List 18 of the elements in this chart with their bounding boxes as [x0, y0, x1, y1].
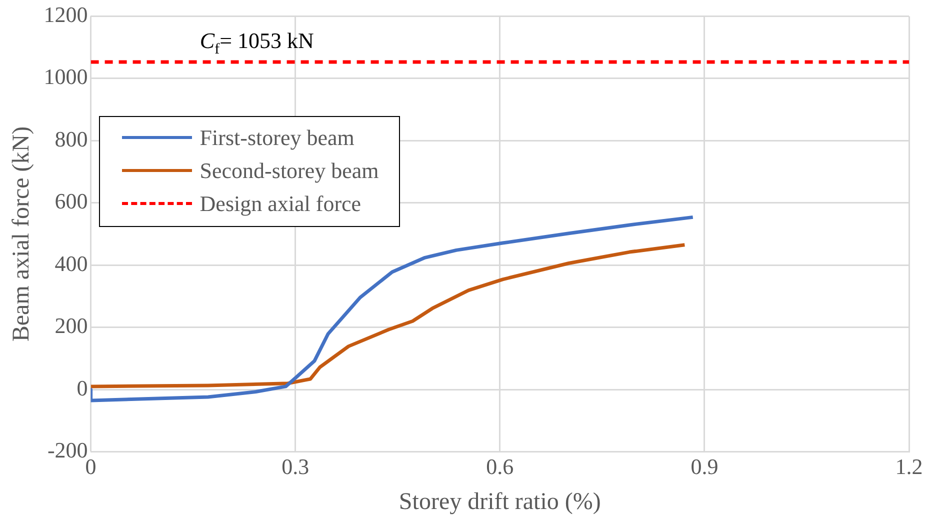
y-tick-label: 0 [76, 375, 88, 400]
y-tick-label: -200 [47, 438, 88, 463]
y-tick-label: 1200 [44, 2, 88, 27]
y-axis-title: Beam axial force (kN) [8, 126, 35, 342]
y-tick-label: 600 [54, 188, 88, 214]
x-axis-title: Storey drift ratio (%) [398, 488, 601, 515]
legend-label: First-storey beam [200, 124, 354, 151]
x-tick-label: 0.9 [690, 454, 718, 479]
y-tick-label: 200 [54, 313, 88, 338]
x-tick-label: 1.2 [895, 454, 923, 479]
y-tick-label: 800 [54, 126, 88, 152]
y-tick-label: 400 [54, 250, 88, 276]
y-tick-label: 1000 [44, 64, 88, 90]
legend-label: Design axial force [200, 190, 362, 217]
x-tick-label: 0.3 [282, 454, 310, 479]
legend-label: Second-storey beam [200, 158, 379, 184]
annotation: C$_{f}$= 1053 kN [200, 28, 314, 58]
x-tick-label: 0.6 [486, 454, 514, 479]
